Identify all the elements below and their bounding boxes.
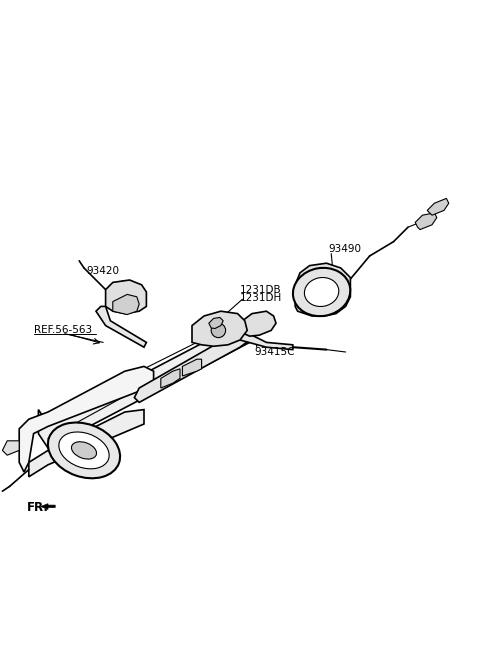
Polygon shape bbox=[38, 318, 250, 448]
Text: FR.: FR. bbox=[26, 501, 48, 514]
Polygon shape bbox=[134, 325, 250, 402]
Text: 93415C: 93415C bbox=[254, 348, 295, 358]
Polygon shape bbox=[161, 369, 180, 388]
Polygon shape bbox=[427, 198, 449, 215]
Ellipse shape bbox=[48, 422, 120, 478]
Polygon shape bbox=[242, 311, 276, 336]
Polygon shape bbox=[415, 213, 437, 230]
Text: 1231DH: 1231DH bbox=[240, 293, 282, 303]
Polygon shape bbox=[240, 331, 293, 350]
Ellipse shape bbox=[293, 268, 350, 316]
Ellipse shape bbox=[304, 277, 339, 306]
Polygon shape bbox=[2, 441, 19, 455]
Ellipse shape bbox=[72, 441, 96, 459]
Text: 93490: 93490 bbox=[329, 244, 362, 254]
Text: 1231DB: 1231DB bbox=[240, 285, 282, 295]
Polygon shape bbox=[209, 318, 223, 329]
Polygon shape bbox=[96, 306, 146, 347]
Polygon shape bbox=[295, 263, 350, 316]
Polygon shape bbox=[41, 504, 55, 510]
Ellipse shape bbox=[59, 432, 109, 469]
Polygon shape bbox=[29, 409, 144, 477]
Polygon shape bbox=[182, 359, 202, 376]
Polygon shape bbox=[192, 311, 247, 346]
Polygon shape bbox=[19, 367, 154, 472]
Polygon shape bbox=[106, 280, 146, 314]
Text: REF.56-563: REF.56-563 bbox=[34, 325, 92, 335]
Text: 93420: 93420 bbox=[86, 266, 120, 276]
Polygon shape bbox=[113, 295, 139, 315]
Circle shape bbox=[211, 323, 226, 338]
